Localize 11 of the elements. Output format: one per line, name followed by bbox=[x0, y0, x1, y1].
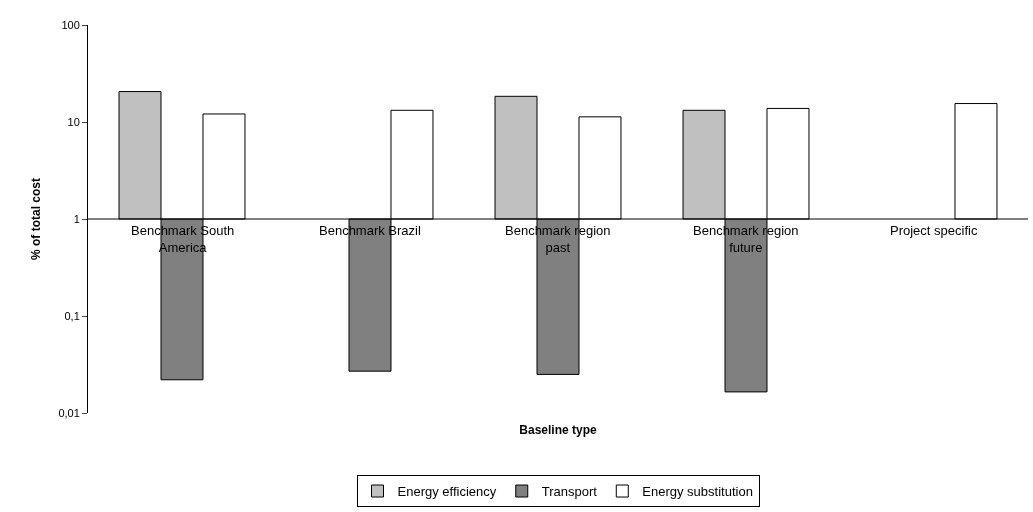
y-tick-label: 10 bbox=[67, 115, 80, 128]
legend-label: Transport bbox=[541, 484, 598, 500]
y-tick-label: 0,01 bbox=[58, 406, 80, 419]
legend-label: Energy efficiency bbox=[397, 484, 497, 500]
x-tick-label: Project specific bbox=[890, 223, 978, 238]
y-tick-label: 100 bbox=[61, 18, 80, 31]
y-axis-title: % of total cost bbox=[28, 177, 43, 261]
y-tick-label: 1 bbox=[73, 212, 80, 225]
x-axis-title: Baseline type bbox=[519, 422, 598, 437]
y-tick-label: 0,1 bbox=[64, 309, 80, 322]
legend-label: Energy substitution bbox=[642, 484, 753, 500]
